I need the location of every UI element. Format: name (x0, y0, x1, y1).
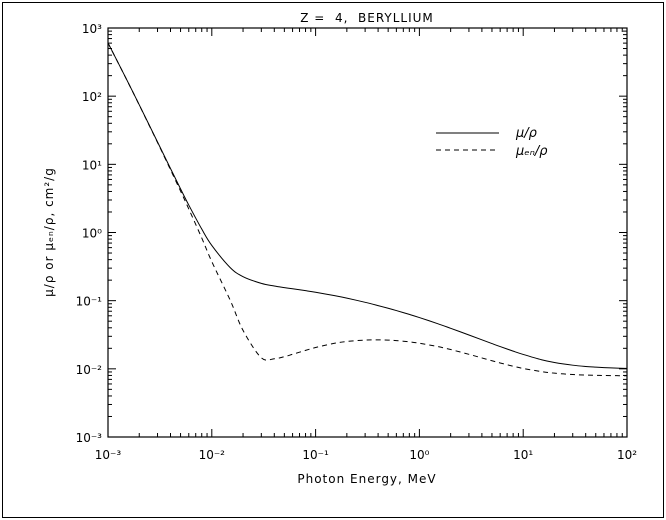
axis-ticks (107, 27, 628, 438)
y-tick-label: 10⁰ (82, 227, 102, 241)
plot-frame (107, 27, 628, 438)
series-line-mu (107, 42, 628, 369)
legend-label-mu: μ/ρ (515, 126, 538, 141)
legend: μ/ρ μₑₙ/ρ (436, 126, 548, 159)
y-tick-label: 10² (82, 90, 102, 104)
y-tick-label: 10³ (82, 22, 102, 36)
x-tick-label: 10⁻² (199, 448, 226, 462)
y-tick-label: 10⁻³ (76, 431, 103, 445)
x-tick-label: 10⁰ (409, 448, 429, 462)
legend-label-muen: μₑₙ/ρ (515, 144, 548, 159)
series-line-muen (107, 42, 628, 377)
x-tick-labels: 10⁻³ 10⁻² 10⁻¹ 10⁰ 10¹ 10² (95, 448, 637, 462)
x-tick-label: 10¹ (513, 448, 533, 462)
chart-title: Z = 4, BERYLLIUM (300, 11, 434, 25)
x-axis-title: Photon Energy, MeV (297, 472, 436, 486)
y-tick-label: 10⁻¹ (76, 295, 103, 309)
x-tick-label: 10⁻³ (95, 448, 122, 462)
y-tick-labels: 10⁻³ 10⁻² 10⁻¹ 10⁰ 10¹ 10² 10³ (76, 22, 103, 445)
series-lines (107, 42, 628, 377)
x-tick-label: 10² (617, 448, 637, 462)
y-axis-title: μ/ρ or μₑₙ/ρ, cm²/g (42, 167, 56, 297)
y-tick-label: 10¹ (82, 158, 102, 172)
x-tick-label: 10⁻¹ (302, 448, 329, 462)
y-tick-label: 10⁻² (76, 363, 103, 377)
